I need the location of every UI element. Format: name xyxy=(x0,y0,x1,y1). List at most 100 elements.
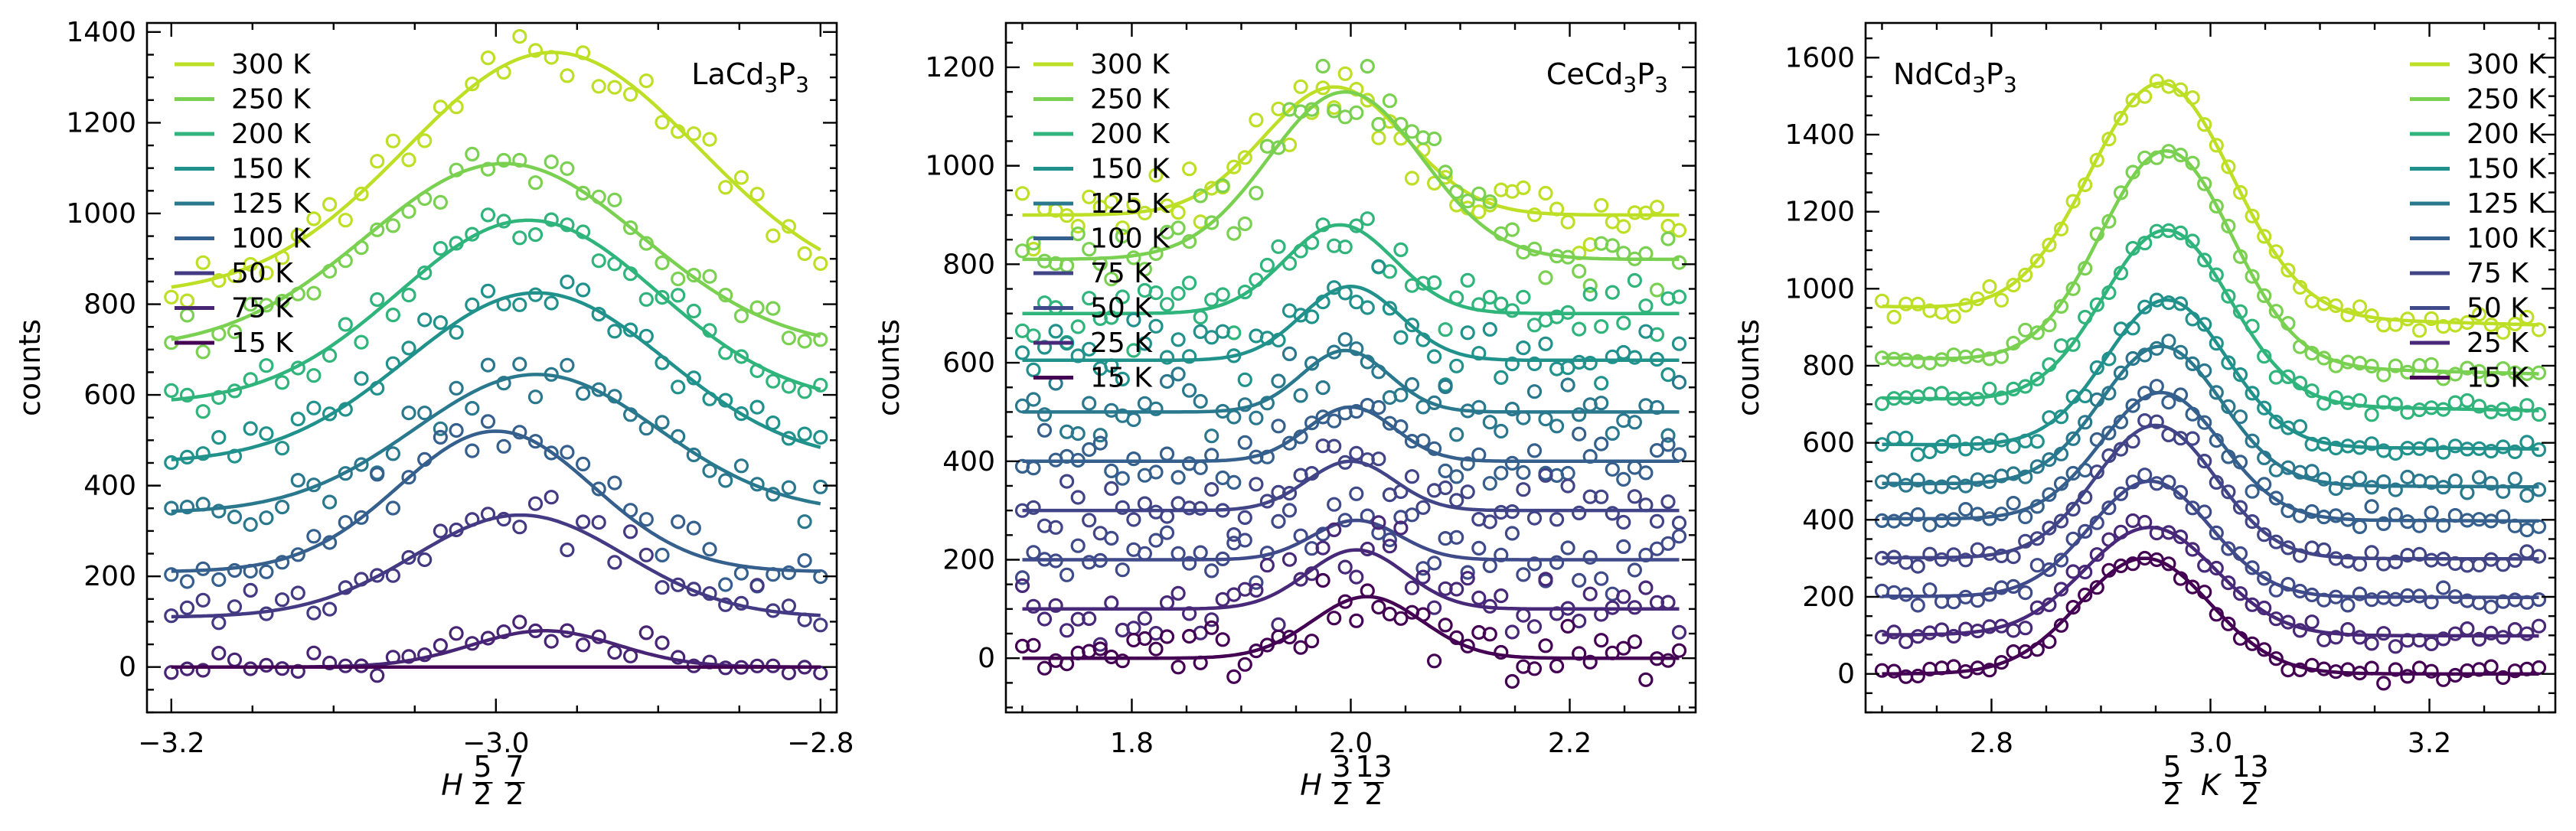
data-point xyxy=(2029,531,2045,546)
data-point xyxy=(2292,419,2308,435)
fraction-denominator: 2 xyxy=(1332,777,1350,811)
data-point xyxy=(401,470,416,485)
data-point xyxy=(1371,399,1386,416)
data-point xyxy=(2113,365,2129,380)
fraction-numerator: 7 xyxy=(505,750,524,784)
data-point xyxy=(2018,621,2033,636)
data-point xyxy=(1082,396,1097,411)
data-point xyxy=(2411,546,2427,562)
data-point xyxy=(2531,482,2547,497)
data-point xyxy=(1660,653,1676,668)
legend-label: 300 K xyxy=(231,49,312,80)
data-point xyxy=(1910,598,1925,613)
data-point xyxy=(179,661,195,676)
data-point xyxy=(1404,469,1420,484)
data-point xyxy=(2483,599,2499,614)
data-point xyxy=(1315,572,1330,588)
fit-line xyxy=(1882,526,2539,638)
panel-right: 2.8 3.0 3.2 0 200 400 600 800 1000 1200 1400 1600 co… xyxy=(1732,21,2557,811)
data-point xyxy=(1605,425,1620,442)
data-point xyxy=(1014,186,1030,201)
data-point xyxy=(1922,517,1938,533)
data-point xyxy=(2245,560,2260,575)
data-point xyxy=(1271,239,1286,254)
series-75k xyxy=(1874,412,2547,574)
data-point xyxy=(1494,588,1509,604)
data-point xyxy=(1627,415,1642,430)
data-point xyxy=(1946,434,1961,449)
fit-line xyxy=(171,291,821,461)
data-point xyxy=(1572,572,1587,588)
data-point xyxy=(1026,328,1041,344)
data-point xyxy=(401,341,416,356)
data-point xyxy=(1549,658,1565,674)
data-point xyxy=(179,308,195,323)
data-point xyxy=(2483,659,2499,674)
data-point xyxy=(686,520,701,536)
data-point xyxy=(1660,494,1676,510)
data-point xyxy=(1504,526,1520,541)
data-point xyxy=(1249,185,1264,200)
fit-line xyxy=(1882,556,2539,676)
series-15k xyxy=(1874,550,2547,691)
data-point xyxy=(354,371,369,386)
data-point xyxy=(179,293,195,308)
data-point xyxy=(2471,470,2487,485)
data-point xyxy=(1371,130,1386,145)
data-point xyxy=(797,334,812,349)
fit-line xyxy=(171,161,821,341)
data-point xyxy=(417,406,433,421)
data-point xyxy=(1360,58,1375,74)
data-point xyxy=(401,649,416,664)
data-point xyxy=(1082,242,1097,257)
data-point xyxy=(2221,355,2236,370)
data-point xyxy=(1237,216,1252,232)
data-point xyxy=(2089,152,2104,168)
data-point xyxy=(1649,513,1665,529)
data-point xyxy=(1327,413,1342,429)
data-point xyxy=(259,657,274,673)
data-point xyxy=(1660,536,1676,551)
data-point xyxy=(2460,558,2475,573)
data-point xyxy=(2519,435,2535,450)
data-point xyxy=(1293,572,1308,587)
data-point xyxy=(2340,598,2356,613)
data-point xyxy=(370,154,385,169)
y-tick-label: 0 xyxy=(978,643,995,674)
data-point xyxy=(2519,544,2535,559)
data-point xyxy=(1259,257,1275,273)
data-point xyxy=(1605,285,1620,300)
data-point xyxy=(2042,562,2057,578)
data-point xyxy=(622,322,638,337)
data-point xyxy=(370,467,385,482)
data-point xyxy=(385,500,401,516)
data-point xyxy=(1638,580,1654,595)
data-point xyxy=(1293,640,1308,655)
data-point xyxy=(2376,516,2392,532)
data-point xyxy=(1438,463,1453,479)
data-point xyxy=(1471,204,1487,220)
data-point xyxy=(1910,447,1925,462)
data-point xyxy=(671,650,686,665)
data-point xyxy=(2364,636,2379,651)
fit-line xyxy=(171,429,821,573)
data-point xyxy=(1115,229,1130,244)
data-point xyxy=(306,645,322,660)
data-point xyxy=(1594,436,1609,451)
data-point xyxy=(227,324,243,340)
data-point xyxy=(1627,634,1642,650)
data-point xyxy=(1048,324,1063,339)
data-point xyxy=(2197,453,2212,469)
data-point xyxy=(2424,636,2439,652)
data-point xyxy=(370,568,385,583)
data-point xyxy=(2185,579,2200,595)
series-50k xyxy=(1874,468,2547,614)
data-point xyxy=(1649,442,1665,458)
data-point xyxy=(322,197,338,212)
data-point xyxy=(1426,131,1442,147)
data-point xyxy=(1337,240,1353,255)
data-point xyxy=(1237,150,1252,165)
data-point xyxy=(195,255,211,270)
data-point xyxy=(2281,262,2296,278)
